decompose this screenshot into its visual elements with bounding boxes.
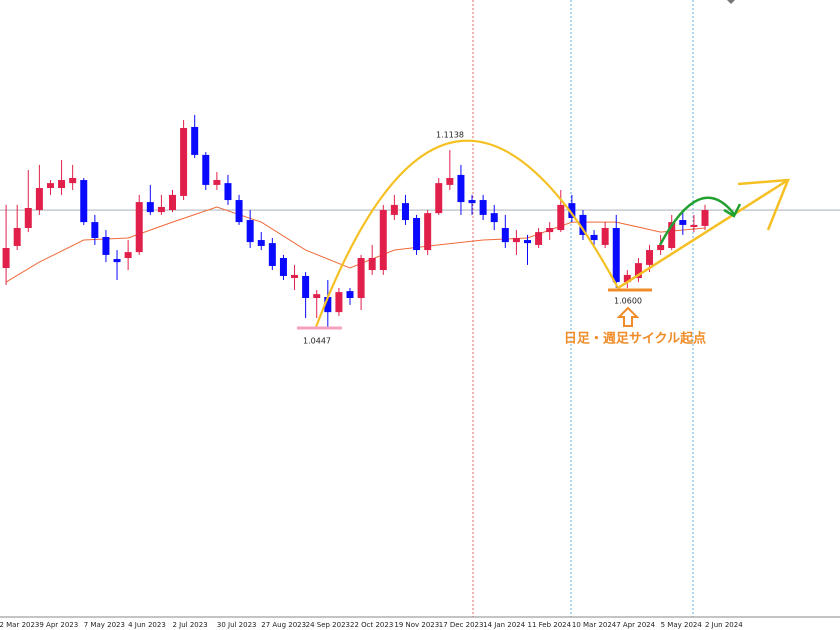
x-tick-label: 19 Nov 2023: [394, 621, 439, 629]
candle-body: [279, 258, 287, 276]
candle-body: [579, 214, 587, 235]
x-tick-label: 9 Apr 2023: [39, 621, 78, 629]
candle-body: [590, 234, 598, 241]
x-tick-label: 7 Apr 2024: [616, 621, 655, 629]
candle-body: [457, 174, 465, 203]
candle-body: [180, 127, 188, 196]
candle-body: [646, 250, 654, 265]
short-arrow: [658, 196, 735, 246]
x-tick-label: 30 Jul 2023: [217, 621, 257, 629]
candle-body: [146, 202, 154, 213]
trend-arrow: [617, 178, 789, 290]
candle-body: [246, 220, 254, 243]
x-tick-label: 14 Jan 2024: [483, 621, 526, 629]
candle-body: [35, 187, 43, 211]
x-tick-label: 17 Dec 2023: [439, 621, 484, 629]
candle-body: [479, 200, 487, 215]
candle-body: [701, 210, 709, 226]
candle-body: [313, 294, 321, 299]
annotation: 1.1138: [436, 131, 464, 140]
plot: [0, 114, 840, 328]
candle-body: [679, 220, 687, 225]
candle-body: [324, 296, 332, 313]
candle-body: [224, 183, 232, 201]
candle-body: [91, 222, 99, 238]
candle-body: [302, 275, 310, 299]
candle-body: [113, 259, 121, 263]
x-tick-label: 22 Oct 2023: [350, 621, 393, 629]
up-arrow-icon: [616, 306, 640, 327]
drawings: 1.1138 1.0447 1.0600 日足・週足サイクル起点: [297, 131, 790, 347]
candle-body: [623, 274, 631, 283]
x-tick-label: 5 May 2024: [661, 621, 703, 629]
candle-body: [446, 177, 454, 185]
candle-body: [668, 222, 676, 249]
candle-body: [568, 203, 576, 218]
candle-body: [13, 227, 21, 246]
candle-body: [368, 258, 376, 271]
x-tick-label: 10 Mar 2024: [572, 621, 617, 629]
candle-body: [546, 227, 554, 233]
candle-body: [401, 203, 409, 221]
short-arrowhead: [723, 203, 742, 218]
candle-body: [202, 154, 210, 185]
x-tick-label: 2 Jun 2024: [705, 621, 743, 629]
candle-body: [346, 291, 354, 299]
candle-body: [235, 200, 243, 223]
shift-marker: [727, 0, 735, 4]
candle-body: [357, 258, 365, 299]
candle-body: [634, 263, 642, 279]
x-tick-label: 12 Mar 2023: [0, 621, 39, 629]
candle-body: [413, 217, 421, 251]
candle-body: [390, 204, 398, 215]
background-layer: [472, 0, 735, 617]
candle-body: [257, 240, 265, 246]
candle-body: [601, 227, 609, 245]
annotation: 日足・週足サイクル起点: [564, 331, 706, 347]
candle-body: [157, 206, 165, 213]
candle-body: [135, 202, 143, 253]
moving-average: [5, 206, 706, 283]
x-tick-label: 27 Aug 2023: [261, 621, 306, 629]
cycle-curve: [314, 139, 619, 328]
x-tick-label: 11 Feb 2024: [528, 621, 572, 629]
candle-body: [169, 194, 176, 211]
candle-body: [424, 213, 432, 251]
candle-body: [24, 207, 32, 228]
candle-body: [557, 204, 565, 231]
annotation: 1.0600: [614, 297, 642, 306]
candle-body: [191, 126, 199, 155]
candle-body: [335, 292, 343, 313]
candle-body: [268, 243, 276, 266]
candle-body: [535, 232, 543, 245]
candle-body: [2, 248, 10, 269]
x-tick-label: 24 Sep 2023: [306, 621, 350, 629]
candle-body: [124, 252, 132, 259]
candle-body: [490, 213, 498, 223]
candle-body: [657, 244, 665, 251]
candle-body: [46, 183, 54, 188]
annotation: 1.0447: [303, 337, 331, 346]
candle-body: [435, 183, 443, 214]
x-tick-label: 4 Jun 2023: [128, 621, 166, 629]
candle-body: [69, 177, 77, 184]
candle-body: [379, 210, 387, 271]
candle-body: [612, 227, 620, 283]
candle-body: [58, 180, 66, 188]
x-tick-label: 2 Jul 2023: [173, 621, 208, 629]
candle-body: [512, 237, 520, 243]
candle-body: [468, 200, 476, 204]
candle-body: [501, 227, 509, 243]
candle-body: [80, 180, 88, 223]
candle-body: [524, 240, 531, 244]
candle-body: [690, 224, 698, 227]
x-tick-label: 7 May 2023: [84, 621, 125, 629]
candle-body: [291, 274, 299, 279]
trend-arrowhead: [737, 178, 790, 231]
candle-body: [213, 180, 221, 185]
candle-body: [102, 236, 110, 255]
